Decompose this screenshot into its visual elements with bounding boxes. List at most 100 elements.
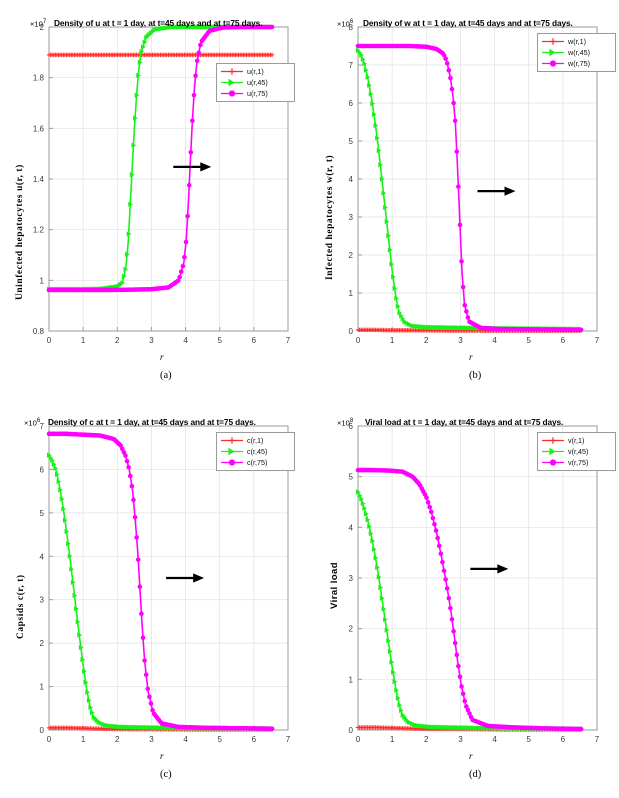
svg-text:5: 5 [40,509,45,518]
panel-c-exponent: ×106 [24,418,40,428]
panel-a-xlabel: r [160,352,164,362]
legend-label: v(r,75) [568,458,589,467]
svg-text:1.4: 1.4 [33,175,45,184]
panel-d-exponent: ×108 [337,418,353,428]
panel-a-plot: 0 1 2 3 4 5 6 7 0.8 1 1.2 1.4 1.6 1.8 2 [33,23,291,345]
svg-text:0: 0 [349,726,354,735]
svg-text:3: 3 [149,735,154,744]
rightward-arrow-icon [166,573,205,583]
svg-text:2: 2 [40,23,45,32]
legend-item[interactable]: v(r,45) [540,446,612,457]
svg-text:0: 0 [349,327,354,336]
panel-a-legend[interactable]: u(r,1) u(r,45) u(r,75) [216,63,295,102]
series-line [358,469,582,730]
svg-text:5: 5 [526,735,531,744]
svg-text:1: 1 [390,735,395,744]
legend-label: w(r,45) [568,48,590,57]
svg-text:6: 6 [561,735,566,744]
panel-d-legend[interactable]: v(r,1) v(r,45) v(r,75) [537,432,616,471]
legend-symbol-triangle-icon [542,48,564,57]
legend-item[interactable]: c(r,1) [219,435,291,446]
svg-text:4: 4 [492,735,497,744]
series-line [357,50,582,330]
svg-text:7: 7 [286,336,291,345]
panel-b-plot: 0 1 2 3 4 5 6 7 0 1 2 3 4 5 6 7 8 [349,23,600,345]
panel-d-ylabel: Viral load [329,561,340,609]
panel-b-exponent-power: 6 [349,19,354,25]
svg-text:1: 1 [40,276,45,285]
legend-item[interactable]: w(r,75) [540,58,612,69]
legend-item[interactable]: v(r,1) [540,435,612,446]
svg-text:2: 2 [40,639,45,648]
rightward-arrow-icon [173,162,212,172]
rightward-arrow-icon [470,564,509,574]
rightward-arrow-icon [477,186,516,196]
svg-text:7: 7 [349,61,354,70]
legend-item[interactable]: c(r,45) [219,446,291,457]
legend-item[interactable]: u(r,45) [219,77,291,88]
svg-text:1: 1 [349,675,354,684]
panel-a-exponent-base: ×10 [30,19,43,29]
svg-text:0: 0 [47,735,52,744]
legend-item[interactable]: u(r,1) [219,66,291,77]
legend-item[interactable]: v(r,75) [540,457,612,468]
series-line [48,454,273,730]
svg-text:3: 3 [349,213,354,222]
panel-b-exponent: ×106 [337,19,353,29]
legend-symbol-circle-icon [542,459,564,466]
panel-c-legend[interactable]: c(r,1) c(r,45) c(r,75) [216,432,295,471]
legend-item[interactable]: u(r,75) [219,88,291,99]
panel-d-plot: 0 1 2 3 4 5 6 7 0 1 2 3 4 5 6 [349,422,600,744]
svg-text:6: 6 [252,735,257,744]
svg-text:1.2: 1.2 [33,226,45,235]
series-line [49,433,273,730]
legend-label: u(r,1) [247,67,264,76]
svg-text:7: 7 [595,735,600,744]
panel-a-exponent-power: 7 [42,19,47,25]
legend-item[interactable]: w(r,1) [540,36,612,47]
panel-c-label: (c) [160,769,172,780]
svg-text:7: 7 [286,735,291,744]
svg-text:5: 5 [217,336,222,345]
svg-text:2: 2 [115,336,120,345]
svg-text:5: 5 [349,137,354,146]
panel-a: Density of u at t = 1 day, at t=45 days … [0,0,309,399]
panel-b-xlabel: r [469,352,473,362]
svg-text:3: 3 [349,574,354,583]
svg-text:2: 2 [349,251,354,260]
svg-text:4: 4 [492,336,497,345]
svg-text:2: 2 [424,735,429,744]
svg-text:6: 6 [40,465,45,474]
panel-b-legend[interactable]: w(r,1) w(r,45) w(r,75) [537,33,616,72]
panel-a-label: (a) [160,370,172,381]
svg-text:1: 1 [390,336,395,345]
svg-text:4: 4 [349,175,354,184]
svg-text:4: 4 [183,735,188,744]
panel-d-label: (d) [469,769,482,780]
svg-text:6: 6 [349,99,354,108]
panel-c-exponent-base: ×10 [24,418,37,428]
svg-text:2: 2 [424,336,429,345]
svg-text:1.6: 1.6 [33,124,45,133]
legend-label: c(r,1) [247,436,264,445]
svg-text:2: 2 [349,625,354,634]
legend-label: c(r,75) [247,458,268,467]
svg-text:1: 1 [349,289,354,298]
panel-c-title: Density of c at t = 1 day, at t=45 days … [48,417,256,427]
svg-text:0: 0 [47,336,52,345]
legend-symbol-plus-icon [221,437,243,444]
svg-text:1: 1 [81,735,86,744]
legend-label: c(r,45) [247,447,268,456]
legend-symbol-triangle-icon [221,447,243,456]
panel-b-title: Density of w at t = 1 day, at t=45 days … [363,18,573,28]
legend-item[interactable]: w(r,45) [540,47,612,58]
legend-item[interactable]: c(r,75) [219,457,291,468]
svg-text:6: 6 [561,336,566,345]
svg-text:0.8: 0.8 [33,327,45,336]
svg-text:1: 1 [81,336,86,345]
panel-a-exponent: ×107 [30,19,46,29]
series-line [358,45,582,331]
svg-text:4: 4 [183,336,188,345]
legend-symbol-plus-icon [542,437,564,444]
